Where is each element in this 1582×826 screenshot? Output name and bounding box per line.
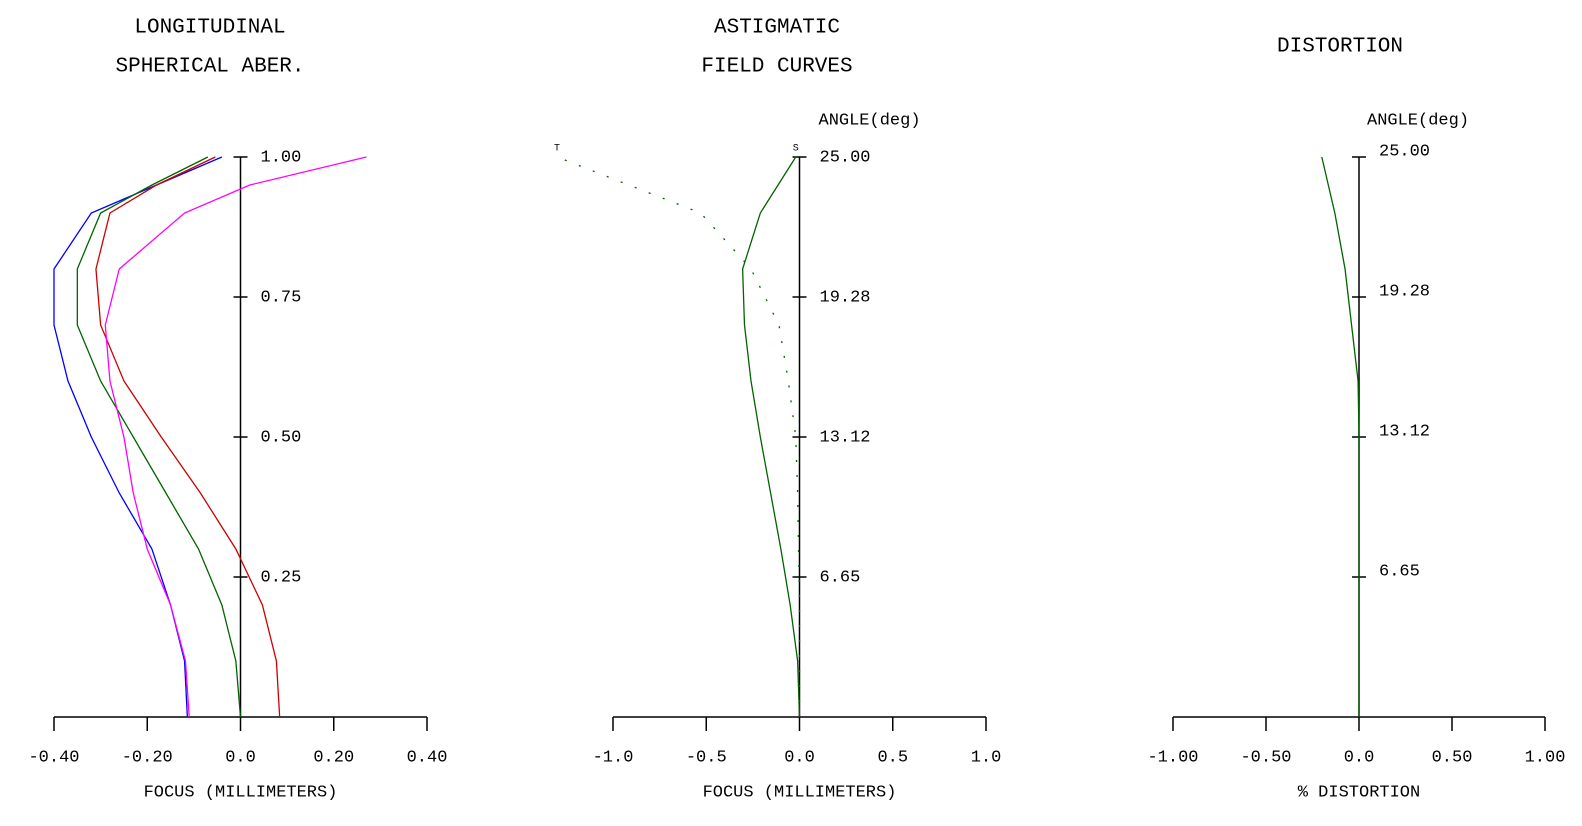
y-tick-label: 6.65 <box>1379 562 1420 581</box>
series-label: S <box>793 144 799 155</box>
y-tick-label: 19.28 <box>1379 282 1430 301</box>
x-tick-label: -0.5 <box>686 748 727 767</box>
x-tick-label: 0.0 <box>784 748 815 767</box>
series-line <box>76 156 242 718</box>
x-axis-label: FOCUS (MILLIMETERS) <box>703 783 897 802</box>
x-tick-label: 1.0 <box>971 748 1002 767</box>
x-tick-label: -0.50 <box>1240 748 1291 767</box>
y-axis-label: ANGLE(deg) <box>1367 111 1469 130</box>
x-tick-label: 0.5 <box>877 748 908 767</box>
series-line <box>556 156 801 717</box>
y-tick-label: 25.00 <box>820 148 871 167</box>
y-tick-label: 19.28 <box>820 288 871 307</box>
chart-title: LONGITUDINAL <box>134 17 285 40</box>
y-tick-label: 13.12 <box>1379 422 1430 441</box>
series-line <box>1321 156 1360 717</box>
x-axis-label: % DISTORTION <box>1298 783 1420 802</box>
y-tick-label: 6.65 <box>820 568 861 587</box>
chart-title: ASTIGMATIC <box>714 17 840 40</box>
chart-title: FIELD CURVES <box>701 56 852 79</box>
x-tick-label: -0.20 <box>122 748 173 767</box>
x-tick-label: -1.00 <box>1147 748 1198 767</box>
series-line <box>104 156 367 718</box>
chart-title: DISTORTION <box>1277 36 1403 59</box>
series-line <box>741 156 801 718</box>
x-tick-label: 0.20 <box>313 748 354 767</box>
x-tick-label: 0.0 <box>225 748 256 767</box>
y-tick-label: 0.50 <box>261 428 302 447</box>
x-tick-label: 0.40 <box>407 748 448 767</box>
y-tick-label: 0.75 <box>261 288 302 307</box>
y-tick-label: 0.25 <box>261 568 302 587</box>
x-tick-label: 1.00 <box>1525 748 1566 767</box>
x-tick-label: 0.50 <box>1432 748 1473 767</box>
x-tick-label: -1.0 <box>593 748 634 767</box>
series-line <box>53 156 223 718</box>
x-axis-label: FOCUS (MILLIMETERS) <box>144 783 338 802</box>
chart-title: SPHERICAL ABER. <box>115 56 304 79</box>
y-axis-label: ANGLE(deg) <box>819 111 921 130</box>
y-tick-label: 1.00 <box>261 148 302 167</box>
y-tick-label: 13.12 <box>820 428 871 447</box>
series-label: T <box>554 144 560 155</box>
x-tick-label: 0.0 <box>1344 748 1375 767</box>
x-tick-label: -0.40 <box>28 748 79 767</box>
series-line <box>95 156 281 718</box>
y-tick-label: 25.00 <box>1379 142 1430 161</box>
